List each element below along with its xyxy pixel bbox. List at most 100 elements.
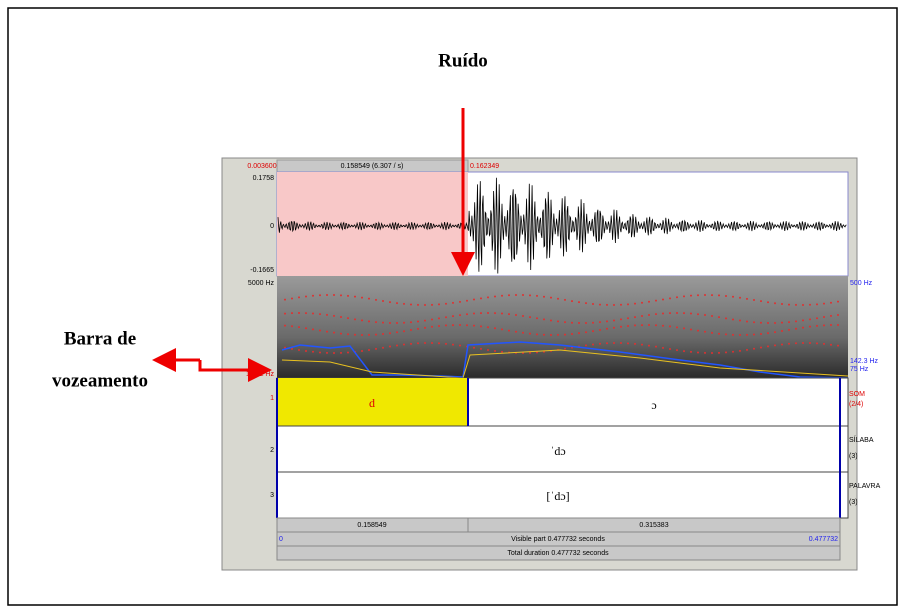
formant-dot <box>312 312 314 315</box>
formant-dot <box>571 300 573 303</box>
formant-dot <box>326 351 328 354</box>
formant-dot <box>515 294 517 297</box>
formant-dot <box>578 301 580 304</box>
formant-dot <box>655 324 657 327</box>
formant-dot <box>634 324 636 327</box>
formant-dot <box>368 333 370 336</box>
formant-dot <box>375 298 377 301</box>
formant-dot <box>501 294 503 297</box>
formant-dot <box>711 294 713 297</box>
formant-dot <box>473 298 475 301</box>
formant-dot <box>781 343 783 346</box>
formant-dot <box>347 351 349 354</box>
formant-dot <box>739 296 741 299</box>
formant-dot <box>522 314 524 317</box>
formant-dot <box>823 324 825 327</box>
formant-dot <box>326 313 328 316</box>
formant-dot <box>529 351 531 354</box>
formant-dot <box>571 321 573 324</box>
formant-dot <box>697 329 699 332</box>
formant-dot <box>802 326 804 329</box>
formant-dot <box>620 325 622 328</box>
formant-dot <box>487 312 489 315</box>
formant-dot <box>557 333 559 336</box>
formant-dot <box>515 313 517 316</box>
formant-dot <box>753 321 755 324</box>
formant-dot <box>662 312 664 315</box>
formant-dot <box>403 343 405 346</box>
formant-dot <box>613 319 615 322</box>
formant-dot <box>382 321 384 324</box>
formant-dot <box>788 321 790 324</box>
tier-number: 2 <box>270 447 274 454</box>
formant-dot <box>837 324 839 327</box>
formant-dot <box>557 297 559 300</box>
formant-dot <box>536 317 538 320</box>
formant-dot <box>627 324 629 327</box>
formant-dot <box>627 317 629 320</box>
formant-dot <box>648 314 650 317</box>
formant-dot <box>802 319 804 322</box>
formant-dot <box>410 321 412 324</box>
time-label: 0.162349 <box>470 163 499 170</box>
formant-dot <box>501 312 503 315</box>
formant-dot <box>739 333 741 336</box>
formant-dot <box>424 319 426 322</box>
formant-dot <box>830 301 832 304</box>
formant-dot <box>438 303 440 306</box>
formant-dot <box>648 344 650 347</box>
formant-dot <box>774 302 776 305</box>
formant-dot <box>347 294 349 297</box>
formant-dot <box>396 344 398 347</box>
formant-dot <box>298 296 300 299</box>
formant-dot <box>459 344 461 347</box>
formant-dot <box>655 299 657 302</box>
formant-dot <box>781 330 783 333</box>
formant-dot <box>599 303 601 306</box>
waveform <box>277 177 847 274</box>
voicing-arrow <box>198 358 272 382</box>
formant-dot <box>767 301 769 304</box>
formant-dot <box>732 318 734 321</box>
formant-dot <box>795 303 797 306</box>
part-label: 0.315383 <box>639 522 668 529</box>
formant-dot <box>816 317 818 320</box>
pitch <box>281 341 849 379</box>
formant-dot <box>760 321 762 324</box>
formant-dot <box>424 326 426 329</box>
selection-region <box>277 172 468 276</box>
formant-dot <box>753 299 755 302</box>
formant-dot <box>592 330 594 333</box>
formant-dot <box>522 331 524 334</box>
formant-dot <box>648 300 650 303</box>
formant-dot <box>417 327 419 330</box>
formant-dot <box>655 345 657 348</box>
formant-dot <box>592 321 594 324</box>
voicing-label: Barra de <box>64 328 136 349</box>
formant-dot <box>704 314 706 317</box>
tier-name: SÍLABA <box>849 435 874 444</box>
formant-dot <box>550 319 552 322</box>
formant-dot <box>809 342 811 345</box>
formant-dot <box>634 342 636 345</box>
formant-dot <box>781 321 783 324</box>
formant-dot <box>641 315 643 318</box>
formant-dot <box>774 344 776 347</box>
formant-dot <box>697 313 699 316</box>
formant-dot <box>718 316 720 319</box>
formant-dot <box>739 349 741 352</box>
formant-dot <box>305 312 307 315</box>
formant-dot <box>823 342 825 345</box>
formant-dot <box>725 317 727 320</box>
formant-dot <box>480 347 482 350</box>
formant-dot <box>382 346 384 349</box>
formant-dot <box>347 317 349 320</box>
formant-dot <box>830 343 832 346</box>
formant-dot <box>326 330 328 333</box>
intensity <box>281 349 849 379</box>
formant-dot <box>410 329 412 332</box>
formant-dot <box>333 331 335 334</box>
formant-dot <box>704 330 706 333</box>
formant-dot <box>781 303 783 306</box>
total-button[interactable] <box>276 545 841 561</box>
